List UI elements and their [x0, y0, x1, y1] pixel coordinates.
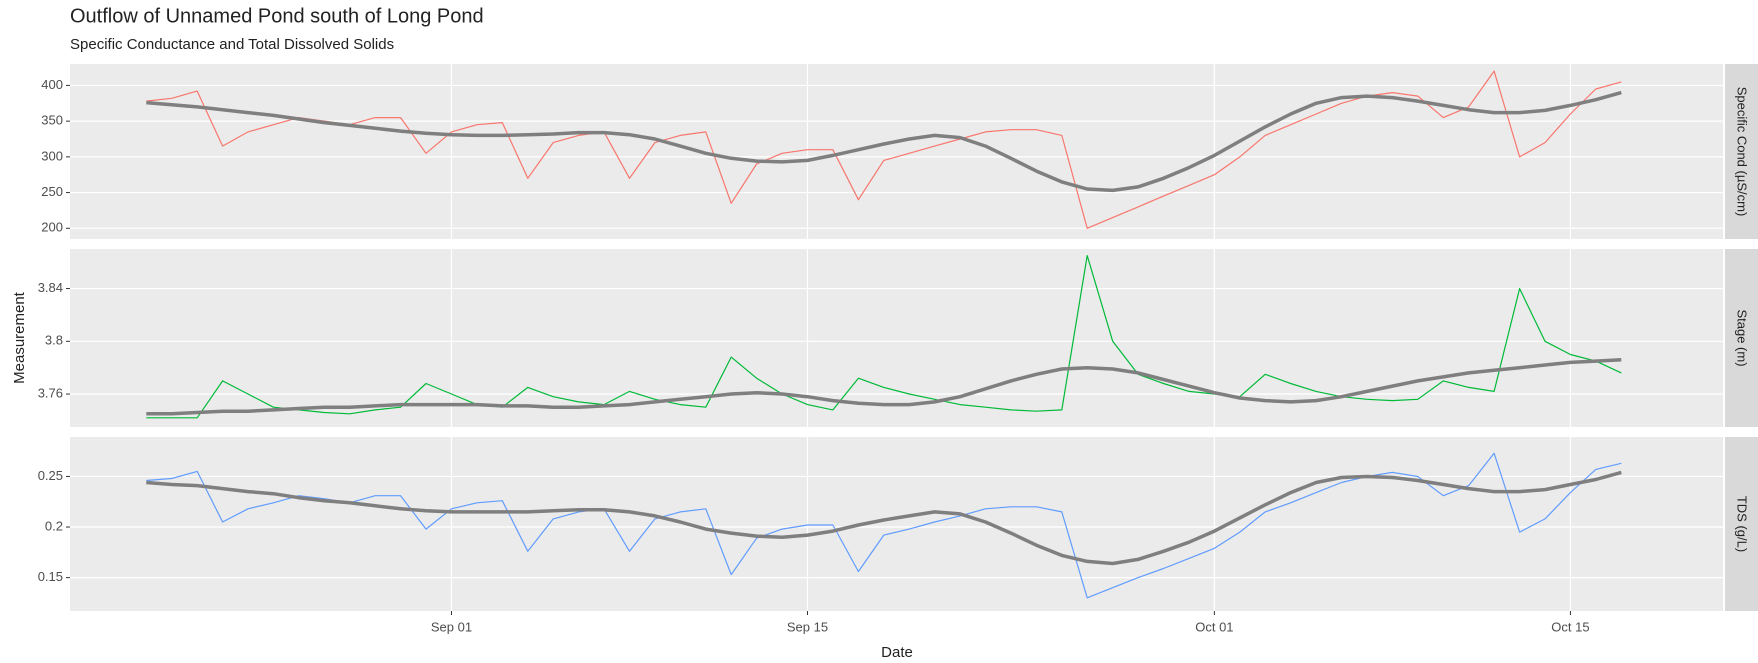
x-axis-title: Date: [881, 644, 913, 661]
y-tick-label: 250: [41, 184, 63, 199]
chart-title: Outflow of Unnamed Pond south of Long Po…: [70, 5, 484, 27]
y-tick-label: 200: [41, 220, 63, 235]
y-tick-label: 0.25: [38, 468, 63, 483]
x-tick-label: Sep 15: [787, 619, 828, 634]
panel-background: [70, 437, 1723, 611]
strip: [1725, 249, 1758, 427]
panel-background: [70, 64, 1723, 239]
smooth-line: [146, 90, 1622, 193]
y-tick-label: 400: [41, 77, 63, 92]
smooth-line: [146, 358, 1622, 416]
x-tick-label: Oct 15: [1551, 619, 1589, 634]
y-tick-label: 300: [41, 148, 63, 163]
y-tick-label: 3.76: [38, 385, 63, 400]
strip-label: TDS (g/L): [1735, 496, 1750, 552]
x-tick-label: Oct 01: [1195, 619, 1233, 634]
strip-label: Specific Cond (µS/cm): [1735, 87, 1750, 217]
y-tick-label: 3.84: [38, 280, 63, 295]
strip-label: Stage (m): [1735, 309, 1750, 366]
y-axis-title: Measurement: [11, 291, 28, 384]
smooth-line: [146, 470, 1622, 566]
strip: [1725, 64, 1758, 239]
strip: [1725, 437, 1758, 611]
y-tick-label: 0.2: [45, 518, 63, 533]
y-tick-label: 350: [41, 113, 63, 128]
x-tick-label: Sep 01: [431, 619, 472, 634]
panel-background: [70, 249, 1723, 427]
y-tick-label: 0.15: [38, 569, 63, 584]
y-tick-label: 3.8: [45, 333, 63, 348]
data-line: [146, 255, 1622, 419]
chart-subtitle: Specific Conductance and Total Dissolved…: [70, 36, 394, 53]
